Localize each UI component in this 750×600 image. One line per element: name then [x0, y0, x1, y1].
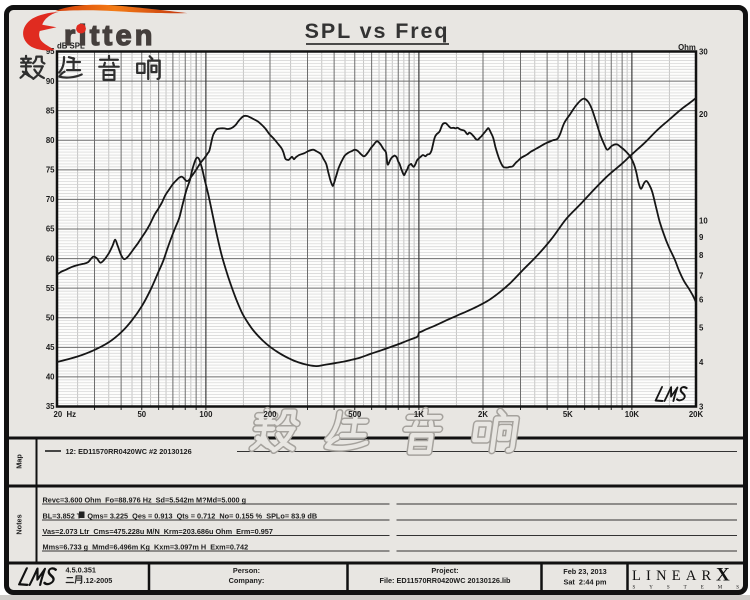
svg-text:20K: 20K: [689, 410, 704, 419]
svg-text:Project:: Project:: [431, 566, 458, 575]
svg-text:55: 55: [46, 284, 55, 293]
svg-text:1K: 1K: [414, 410, 424, 419]
svg-text:45: 45: [46, 343, 55, 352]
svg-text:50: 50: [137, 410, 146, 419]
svg-text:7: 7: [699, 272, 703, 281]
svg-text:10K: 10K: [625, 410, 640, 419]
svg-text:60: 60: [46, 254, 55, 263]
svg-text:85: 85: [46, 106, 55, 115]
svg-text:Company:: Company:: [229, 576, 265, 585]
svg-text:75: 75: [46, 166, 55, 175]
svg-text:3: 3: [699, 402, 704, 411]
svg-text:90: 90: [46, 77, 55, 86]
svg-text:Map: Map: [15, 454, 24, 469]
svg-text:ritten: ritten: [64, 20, 156, 52]
svg-text:X: X: [716, 565, 730, 586]
svg-text:500: 500: [348, 410, 362, 419]
svg-text:12: ED11570RR0420WC #2 2013012: 12: ED11570RR0420WC #2 20130126: [66, 447, 192, 456]
svg-text:30: 30: [699, 47, 708, 56]
svg-text:2K: 2K: [478, 410, 488, 419]
svg-text:Feb 23, 2013: Feb 23, 2013: [563, 567, 606, 576]
svg-text:Revc=3.600 Ohm Fo=88.976 Hz: Revc=3.600 Ohm Fo=88.976 Hz Sd=5.542m M?…: [43, 496, 247, 505]
svg-text:Vas=2.073 Ltr Cms=475.228u M/: Vas=2.073 Ltr Cms=475.228u M/N Krm=203.6…: [43, 527, 273, 536]
svg-text:20 Hz: 20 Hz: [54, 410, 77, 419]
svg-text:10: 10: [699, 217, 708, 226]
svg-text:SPL vs Freq: SPL vs Freq: [305, 19, 450, 43]
svg-text:40: 40: [46, 373, 55, 382]
svg-text:Person:: Person:: [233, 566, 260, 575]
svg-text:dB SPL: dB SPL: [57, 42, 85, 51]
svg-text:4.5.0.351: 4.5.0.351: [66, 566, 96, 575]
svg-text:50: 50: [46, 313, 55, 322]
svg-text:200: 200: [263, 410, 277, 419]
svg-text:Notes: Notes: [15, 514, 24, 534]
svg-text:20: 20: [699, 110, 708, 119]
svg-text:35: 35: [46, 402, 55, 411]
svg-text:8: 8: [699, 251, 704, 260]
svg-text:5K: 5K: [563, 410, 573, 419]
svg-text:.12-2005: .12-2005: [84, 576, 113, 585]
svg-text:5: 5: [699, 324, 704, 333]
svg-text:BL=3.852 T Qms= 3.225 Qes =: BL=3.852 T Qms= 3.225 Qes = 0.913 Qts = …: [43, 512, 318, 521]
svg-text:65: 65: [46, 225, 55, 234]
svg-text:9: 9: [699, 233, 704, 242]
svg-text:4: 4: [699, 358, 704, 367]
svg-text:95: 95: [46, 47, 55, 56]
svg-text:80: 80: [46, 136, 55, 145]
svg-text:File: ED11570RR0420WC 20130126: File: ED11570RR0420WC 20130126.lib: [379, 576, 511, 585]
svg-text:SYSTEMS: SYSTEMS: [633, 586, 750, 591]
svg-text:Mms=6.733 g Mmd=6.496m Kg Kx: Mms=6.733 g Mmd=6.496m Kg Kxm=3.097m H E…: [43, 543, 249, 552]
svg-text:LINEAR: LINEAR: [632, 568, 716, 584]
svg-text:Ohm: Ohm: [678, 43, 696, 52]
svg-text:70: 70: [46, 195, 55, 204]
svg-text:6: 6: [699, 295, 704, 304]
svg-text:100: 100: [199, 410, 213, 419]
svg-text:Sat 2:44 pm: Sat 2:44 pm: [564, 578, 607, 587]
